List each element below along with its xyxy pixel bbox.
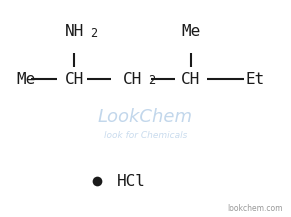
Text: NH: NH	[65, 24, 84, 39]
Text: Et: Et	[246, 72, 265, 87]
Text: look for Chemicals: look for Chemicals	[104, 131, 187, 140]
Text: 2: 2	[148, 74, 155, 87]
Text: CH: CH	[65, 72, 84, 87]
Text: Me: Me	[16, 72, 35, 87]
Text: HCl: HCl	[116, 174, 145, 189]
Text: CH: CH	[181, 72, 200, 87]
Text: 2: 2	[90, 27, 97, 40]
Text: Me: Me	[181, 24, 200, 39]
Text: lookchem.com: lookchem.com	[227, 204, 282, 213]
Text: CH: CH	[123, 72, 142, 87]
Text: LookChem: LookChem	[98, 108, 193, 126]
